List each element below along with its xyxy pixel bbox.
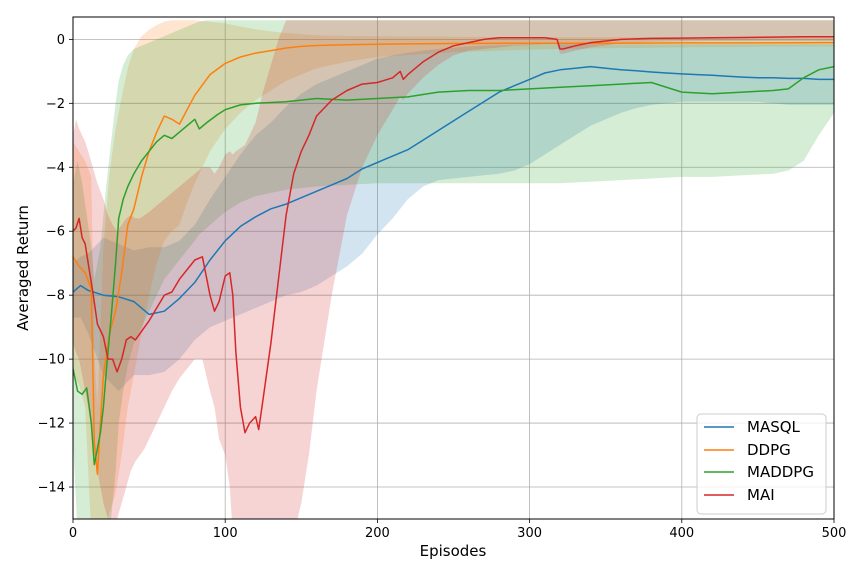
legend-label-masql: MASQL <box>747 418 801 436</box>
y-tick-label: −12 <box>38 417 65 432</box>
y-tick-label: −6 <box>46 225 65 240</box>
band-ddpg <box>73 20 834 519</box>
line-maddpg <box>73 65 834 466</box>
x-tick-label: 500 <box>822 526 847 541</box>
series-lines <box>73 36 834 475</box>
y-tick-label: −2 <box>46 97 65 112</box>
legend-label-ddpg: DDPG <box>747 441 791 459</box>
line-mai <box>73 36 834 434</box>
y-axis-label: Averaged Return <box>14 205 32 331</box>
y-tick-label: −10 <box>38 353 65 368</box>
y-tick-label: −8 <box>46 289 65 304</box>
legend-box <box>696 413 827 515</box>
grid-layer <box>72 17 835 519</box>
x-tick-label: 200 <box>365 526 390 541</box>
x-tick-label: 0 <box>69 526 77 541</box>
line-masql <box>73 65 834 316</box>
y-tick-label: 0 <box>57 33 65 48</box>
tick-layer: 0 100 200 300 400 500 −14 −12 −10 −8 −6 −4 −2 0 <box>38 33 847 541</box>
y-tick-label: −14 <box>38 481 65 496</box>
x-axis-label: Episodes <box>420 542 487 560</box>
line-ddpg <box>73 41 834 475</box>
band-maddpg <box>73 20 834 519</box>
x-tick-label: 300 <box>517 526 542 541</box>
x-tick-label: 400 <box>669 526 694 541</box>
legend: MASQL DDPG MADDPG MAI <box>696 413 827 515</box>
x-tick-label: 100 <box>213 526 238 541</box>
y-tick-label: −4 <box>46 161 65 176</box>
band-masql <box>73 44 834 392</box>
plot-frame <box>72 16 835 520</box>
legend-label-mai: MAI <box>747 486 775 504</box>
legend-label-maddpg: MADDPG <box>747 463 814 481</box>
